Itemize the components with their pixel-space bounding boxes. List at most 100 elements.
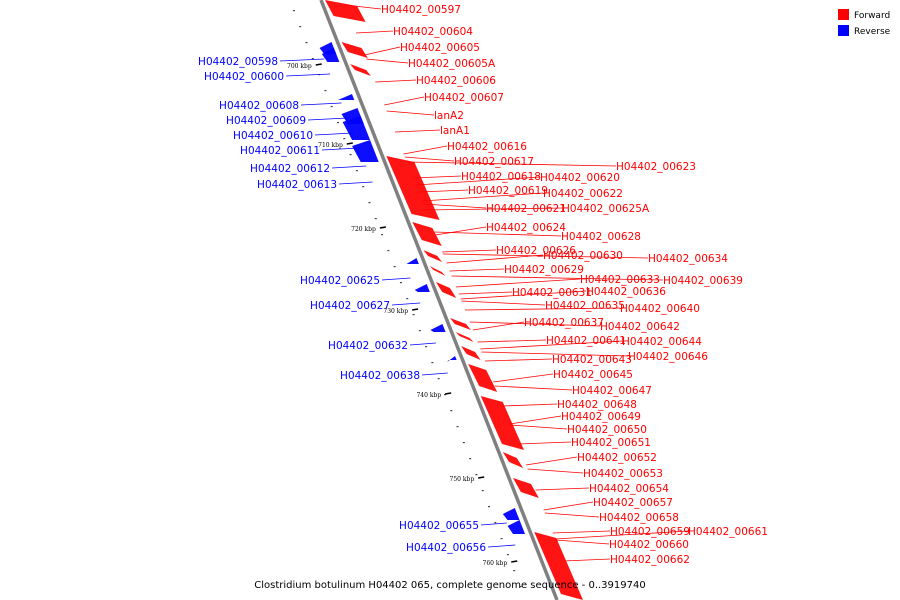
tick-mark bbox=[411, 308, 419, 311]
forward-gene-label[interactable]: H04402_00628 bbox=[561, 231, 641, 243]
forward-leader bbox=[435, 226, 487, 236]
forward-leader bbox=[422, 192, 544, 202]
forward-gene-label[interactable]: H04402_00641 bbox=[546, 335, 626, 347]
tick-label: 740 kbp bbox=[416, 392, 441, 399]
forward-gene-label[interactable]: H04402_00607 bbox=[424, 92, 504, 104]
reverse-feature bbox=[406, 258, 419, 264]
forward-gene-label[interactable]: H04402_00647 bbox=[572, 385, 652, 397]
forward-leader bbox=[366, 58, 409, 64]
forward-gene-label[interactable]: H04402_00605 bbox=[400, 42, 480, 54]
forward-gene-label[interactable]: H04402_00629 bbox=[504, 264, 584, 276]
forward-gene-label[interactable]: H04402_00648 bbox=[557, 399, 637, 411]
forward-feature bbox=[435, 282, 457, 298]
legend-swatch-forward bbox=[838, 9, 849, 20]
forward-gene-label[interactable]: H04402_00649 bbox=[561, 411, 641, 423]
forward-leader bbox=[510, 424, 568, 430]
reverse-leader bbox=[409, 342, 436, 346]
coordinate-ticks: 700 kbp 710 kbp 720 kbp 730 kbp 740 kbp 750 k… bbox=[287, 63, 518, 567]
forward-gene-label[interactable]: H04402_00625A bbox=[562, 203, 650, 215]
forward-gene-label[interactable]: H04402_00605A bbox=[408, 58, 496, 70]
forward-leader bbox=[404, 156, 455, 162]
forward-gene-label[interactable]: H04402_00633 bbox=[580, 274, 660, 286]
forward-gene-label[interactable]: H04402_00623 bbox=[616, 161, 696, 173]
reverse-gene-label[interactable]: H04402_00625 bbox=[300, 275, 380, 287]
forward-gene-label[interactable]: H04402_00604 bbox=[393, 26, 473, 38]
forward-gene-label[interactable]: H04402_00657 bbox=[593, 497, 673, 509]
forward-gene-label[interactable]: H04402_00659 bbox=[610, 526, 690, 538]
reverse-gene-label[interactable]: H04402_00613 bbox=[257, 179, 337, 191]
forward-feature bbox=[429, 266, 446, 276]
forward-gene-label[interactable]: H04402_00616 bbox=[447, 141, 527, 153]
forward-gene-label[interactable]: H04402_00606 bbox=[416, 75, 496, 87]
forward-gene-label[interactable]: H04402_00660 bbox=[609, 539, 689, 551]
reverse-feature bbox=[502, 508, 520, 520]
reverse-gene-label[interactable]: H04402_00632 bbox=[328, 340, 408, 352]
reverse-gene-label[interactable]: H04402_00600 bbox=[204, 71, 284, 83]
forward-gene-label[interactable]: H04402_00643 bbox=[552, 354, 632, 366]
forward-gene-label[interactable]: H04402_00622 bbox=[543, 188, 623, 200]
reverse-gene-label[interactable]: H04402_00627 bbox=[310, 300, 390, 312]
forward-feature bbox=[412, 222, 442, 246]
reverse-gene-label[interactable]: H04402_00608 bbox=[219, 100, 299, 112]
forward-leader bbox=[344, 4, 382, 10]
forward-leader bbox=[494, 385, 573, 391]
reverse-feature bbox=[447, 356, 457, 362]
reverse-gene-label[interactable]: H04402_00609 bbox=[226, 115, 306, 127]
forward-gene-label[interactable]: H04402_00654 bbox=[589, 483, 669, 495]
forward-gene-label[interactable]: H04402_00640 bbox=[620, 303, 700, 315]
forward-gene-label[interactable]: H04402_00624 bbox=[486, 222, 566, 234]
forward-gene-label[interactable]: H04402_00651 bbox=[571, 437, 651, 449]
reverse-gene-label[interactable]: H04402_00655 bbox=[399, 520, 479, 532]
reverse-gene-label[interactable]: H04402_00612 bbox=[250, 163, 330, 175]
reverse-gene-label[interactable]: H04402_00611 bbox=[240, 145, 320, 157]
forward-feature bbox=[461, 346, 481, 360]
forward-leader bbox=[535, 487, 590, 491]
reverse-leader bbox=[321, 147, 360, 151]
forward-gene-label[interactable]: H04402_00620 bbox=[540, 172, 620, 184]
forward-gene-label[interactable]: H04402_00635 bbox=[545, 300, 625, 312]
reverse-gene-label[interactable]: H04402_00656 bbox=[406, 542, 486, 554]
forward-gene-label[interactable]: H04402_00642 bbox=[600, 321, 680, 333]
forward-gene-label[interactable]: H04402_00617 bbox=[454, 156, 534, 168]
reverse-gene-label[interactable]: H04402_00638 bbox=[340, 370, 420, 382]
legend-label-forward: Forward bbox=[854, 11, 890, 21]
forward-leader bbox=[415, 176, 541, 186]
forward-gene-label[interactable]: H04402_00653 bbox=[583, 468, 663, 480]
forward-feature bbox=[513, 478, 539, 498]
forward-leader bbox=[460, 290, 587, 300]
reverse-gene-label[interactable]: H04402_00610 bbox=[233, 130, 313, 142]
gene-labels: H04402_00597 H04402_00604 H04402_00605 H044… bbox=[198, 4, 768, 566]
forward-leader bbox=[458, 291, 513, 295]
forward-gene-label[interactable]: H04402_00626 bbox=[496, 245, 576, 257]
label-leaders bbox=[279, 4, 689, 562]
forward-leader bbox=[434, 231, 562, 237]
forward-gene-label[interactable]: H04402_00636 bbox=[586, 286, 666, 298]
forward-gene-label[interactable]: H04402_00650 bbox=[567, 424, 647, 436]
reverse-leader bbox=[391, 302, 421, 306]
forward-gene-label[interactable]: H04402_00645 bbox=[553, 369, 633, 381]
forward-gene-label[interactable]: H04402_00619 bbox=[468, 185, 548, 197]
forward-gene-label[interactable]: H04402_00631 bbox=[512, 287, 592, 299]
forward-gene-label[interactable]: H04402_00637 bbox=[524, 317, 604, 329]
forward-gene-label[interactable]: H04402_00652 bbox=[577, 452, 657, 464]
forward-feature bbox=[502, 452, 524, 468]
forward-gene-label[interactable]: H04402_00646 bbox=[628, 351, 708, 363]
reverse-leader bbox=[285, 73, 331, 77]
reverse-leader bbox=[381, 277, 411, 281]
forward-leader bbox=[543, 501, 594, 511]
forward-gene-label[interactable]: lanA2 bbox=[434, 110, 464, 122]
forward-gene-label[interactable]: lanA1 bbox=[440, 125, 470, 137]
forward-leader bbox=[502, 403, 558, 407]
forward-gene-label[interactable]: H04402_00597 bbox=[381, 4, 461, 16]
forward-gene-label[interactable]: H04402_00644 bbox=[622, 336, 702, 348]
forward-gene-label[interactable]: H04402_00630 bbox=[543, 250, 623, 262]
forward-gene-label[interactable]: H04402_00661 bbox=[688, 526, 768, 538]
forward-gene-label[interactable]: H04402_00618 bbox=[461, 171, 541, 183]
forward-gene-label[interactable]: H04402_00621 bbox=[486, 203, 566, 215]
forward-gene-label[interactable]: H04402_00658 bbox=[599, 512, 679, 524]
forward-gene-label[interactable]: H04402_00639 bbox=[663, 275, 743, 287]
forward-feature bbox=[325, 0, 366, 22]
reverse-gene-label[interactable]: H04402_00598 bbox=[198, 56, 278, 68]
forward-gene-label[interactable]: H04402_00662 bbox=[610, 554, 690, 566]
forward-gene-label[interactable]: H04402_00634 bbox=[648, 253, 728, 265]
